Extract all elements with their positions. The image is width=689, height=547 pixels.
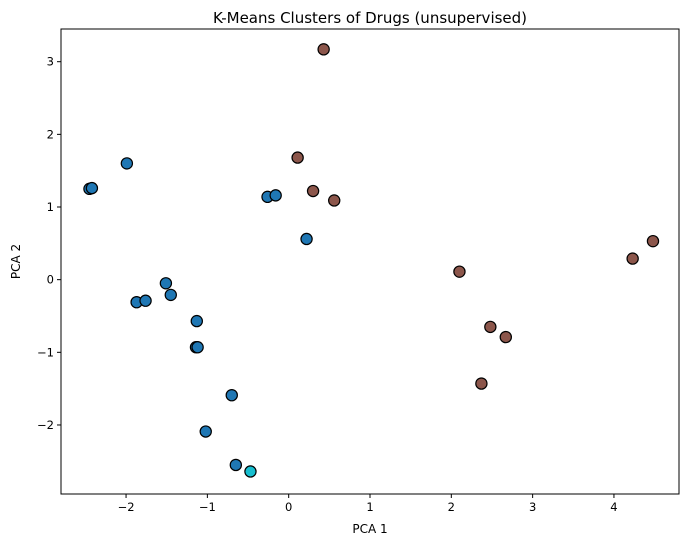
scatter-point <box>453 265 466 278</box>
scatter-point <box>191 341 204 354</box>
scatter-point <box>499 330 512 344</box>
scatter-point <box>300 232 313 246</box>
y-axis-label: PCA 2 <box>9 244 23 279</box>
x-axis-label: PCA 1 <box>352 522 387 536</box>
scatter-point <box>229 458 243 472</box>
scatter-point <box>190 314 203 328</box>
x-tick-label: 4 <box>610 500 617 514</box>
y-tick-label: 0 <box>47 273 54 287</box>
scatter-point <box>291 151 304 164</box>
scatter-point <box>120 157 134 170</box>
x-tick-label: 1 <box>366 500 373 514</box>
scatter-point <box>484 320 497 334</box>
y-tick-label: −1 <box>37 345 54 359</box>
points-layer <box>83 43 660 478</box>
scatter-point <box>328 194 341 207</box>
scatter-point <box>164 288 177 302</box>
scatter-point <box>317 43 330 56</box>
y-tick-label: 2 <box>47 127 54 141</box>
scatter-point <box>306 184 320 198</box>
y-tick-label: 3 <box>47 55 54 69</box>
chart-title: K-Means Clusters of Drugs (unsupervised) <box>213 9 527 27</box>
scatter-point <box>244 465 257 478</box>
x-tick-label: 0 <box>285 500 292 514</box>
plot-area <box>61 29 679 494</box>
x-tick-label: −1 <box>199 500 216 514</box>
scatter-point <box>139 294 152 307</box>
x-tick-label: 2 <box>448 500 455 514</box>
scatter-point <box>199 425 212 438</box>
scatter-point <box>475 377 488 390</box>
scatter-point <box>269 189 282 202</box>
y-tick-label: 1 <box>47 200 54 214</box>
x-tick-label: −2 <box>118 500 135 514</box>
x-axis-ticks: −2 −1 0 1 2 3 4 <box>118 494 618 514</box>
scatter-point <box>85 181 99 195</box>
scatter-point <box>159 277 173 290</box>
x-tick-label: 3 <box>529 500 536 514</box>
y-tick-label: −2 <box>37 418 54 432</box>
scatter-point <box>626 252 639 265</box>
scatter-point <box>225 388 238 402</box>
y-axis-ticks: −2 −1 0 1 2 3 <box>37 55 61 432</box>
scatter-point <box>646 234 660 248</box>
